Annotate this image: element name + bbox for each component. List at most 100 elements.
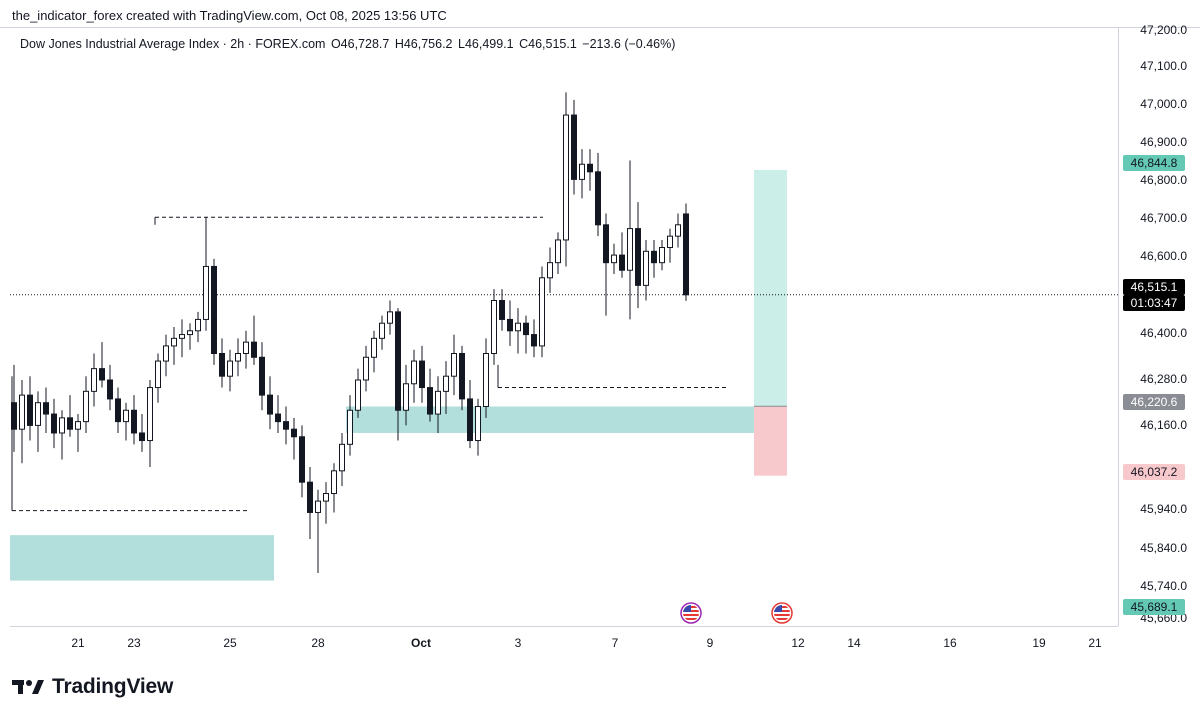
candle[interactable] [171,327,177,365]
candle[interactable] [507,300,513,346]
candle[interactable] [411,349,417,403]
candle[interactable] [683,203,689,301]
candle[interactable] [467,379,473,449]
candle[interactable] [459,345,465,411]
candle[interactable] [379,315,385,350]
price-chart[interactable] [10,28,1118,626]
candle[interactable] [19,379,25,464]
candle[interactable] [651,239,657,278]
candle[interactable] [291,417,297,460]
candle[interactable] [547,247,553,293]
candle[interactable] [323,482,329,524]
candle[interactable] [587,149,593,191]
us-flag-icon[interactable] [680,602,702,624]
candle[interactable] [395,308,401,441]
candle[interactable] [491,289,497,365]
candle[interactable] [435,376,441,433]
candle[interactable] [283,406,289,445]
candle[interactable] [27,376,33,441]
candle[interactable] [75,414,81,452]
candle[interactable] [603,213,609,316]
candle[interactable] [483,338,489,418]
candle-body [19,394,25,430]
candle[interactable] [163,334,169,377]
candle[interactable] [515,308,521,354]
candle[interactable] [443,361,449,415]
candle-body [107,379,113,400]
candle[interactable] [403,364,409,426]
candle-body [211,265,217,354]
candle[interactable] [107,364,113,411]
candle[interactable] [147,379,153,468]
candle[interactable] [355,368,361,418]
candle[interactable] [347,395,353,456]
candle[interactable] [123,402,129,441]
candle-body [115,398,121,423]
candle[interactable] [211,258,217,365]
candle[interactable] [427,368,433,422]
candle[interactable] [251,315,257,365]
candle[interactable] [131,395,137,445]
candle[interactable] [571,99,577,195]
candle[interactable] [179,319,185,358]
candle[interactable] [235,338,241,377]
candle[interactable] [307,467,313,539]
candle[interactable] [259,342,265,411]
candle-body [547,262,553,279]
candle[interactable] [635,202,641,309]
candle[interactable] [115,387,121,433]
candle[interactable] [51,398,57,449]
candle[interactable] [643,239,649,301]
candle[interactable] [659,239,665,271]
candle[interactable] [11,364,17,452]
candle[interactable] [139,414,145,452]
candle[interactable] [675,213,681,248]
candle[interactable] [99,342,105,388]
candle[interactable] [203,217,209,331]
candle[interactable] [187,323,193,350]
candle[interactable] [531,319,537,358]
candle[interactable] [219,338,225,388]
candle[interactable] [539,266,545,358]
candle[interactable] [387,300,393,335]
candle[interactable] [331,463,337,513]
candle-body [419,360,425,389]
candle[interactable] [243,330,249,369]
candle[interactable] [195,311,201,343]
candle[interactable] [667,228,673,263]
candle[interactable] [67,395,73,437]
time-axis[interactable]: 21 23 25 28 Oct 3 7 9 12 14 16 19 21 [10,626,1118,659]
candle[interactable] [83,376,89,433]
candle[interactable] [499,289,505,331]
chart-pane[interactable] [10,28,1118,626]
candle[interactable] [227,349,233,392]
price-axis[interactable]: 47,200.0 47,100.0 47,000.0 46,900.0 46,8… [1118,23,1200,626]
candle[interactable] [315,489,321,574]
candle[interactable] [563,92,569,267]
candle[interactable] [267,376,273,430]
candle[interactable] [579,149,585,199]
candle[interactable] [611,243,617,275]
candle-body [267,394,273,415]
candle[interactable] [43,387,49,433]
candle[interactable] [371,330,377,373]
candle[interactable] [35,391,41,452]
candle[interactable] [275,395,281,433]
candle[interactable] [555,232,561,275]
candle[interactable] [523,315,529,354]
candle[interactable] [363,345,369,392]
candle[interactable] [595,152,601,237]
candle[interactable] [299,425,305,498]
us-flag-icon[interactable] [771,602,793,624]
candle-body [475,405,481,442]
candle-body [539,277,545,347]
candle[interactable] [419,345,425,403]
candle[interactable] [59,410,65,460]
candle[interactable] [627,160,633,320]
candle[interactable] [475,398,481,456]
candle[interactable] [91,353,97,407]
candle[interactable] [155,353,161,403]
candle[interactable] [451,334,457,396]
candle[interactable] [339,432,345,486]
candle[interactable] [619,232,625,278]
